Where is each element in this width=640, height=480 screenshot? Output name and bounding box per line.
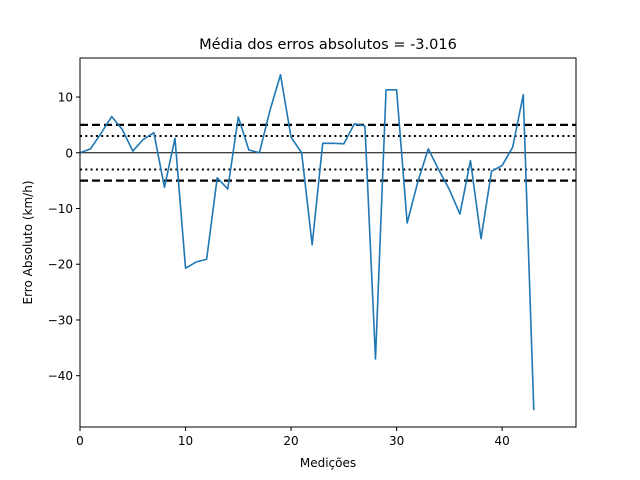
x-axis-label: Medições xyxy=(300,456,356,470)
x-axis: 0 10 20 30 40 xyxy=(76,427,510,448)
y-tick-label: −40 xyxy=(48,369,73,383)
x-tick-label: 10 xyxy=(178,434,193,448)
x-tick-label: 0 xyxy=(76,434,84,448)
y-axis-label: Erro Absoluto (km/h) xyxy=(21,180,35,304)
y-tick-label: 0 xyxy=(65,146,73,160)
y-tick-label: −10 xyxy=(48,202,73,216)
x-tick-label: 30 xyxy=(389,434,404,448)
y-axis: 10 0 −10 −20 −30 −40 xyxy=(48,91,80,383)
x-tick-label: 20 xyxy=(283,434,298,448)
y-tick-label: −30 xyxy=(48,313,73,327)
plot-frame xyxy=(79,57,577,428)
y-tick-label: −20 xyxy=(48,258,73,272)
series-line-0 xyxy=(79,73,535,411)
y-tick-label: 10 xyxy=(58,91,73,105)
chart-title: Média dos erros absolutos = -3.016 xyxy=(199,37,457,53)
series-layer xyxy=(79,73,535,411)
x-tick-label: 40 xyxy=(494,434,509,448)
reference-lines xyxy=(80,123,576,182)
